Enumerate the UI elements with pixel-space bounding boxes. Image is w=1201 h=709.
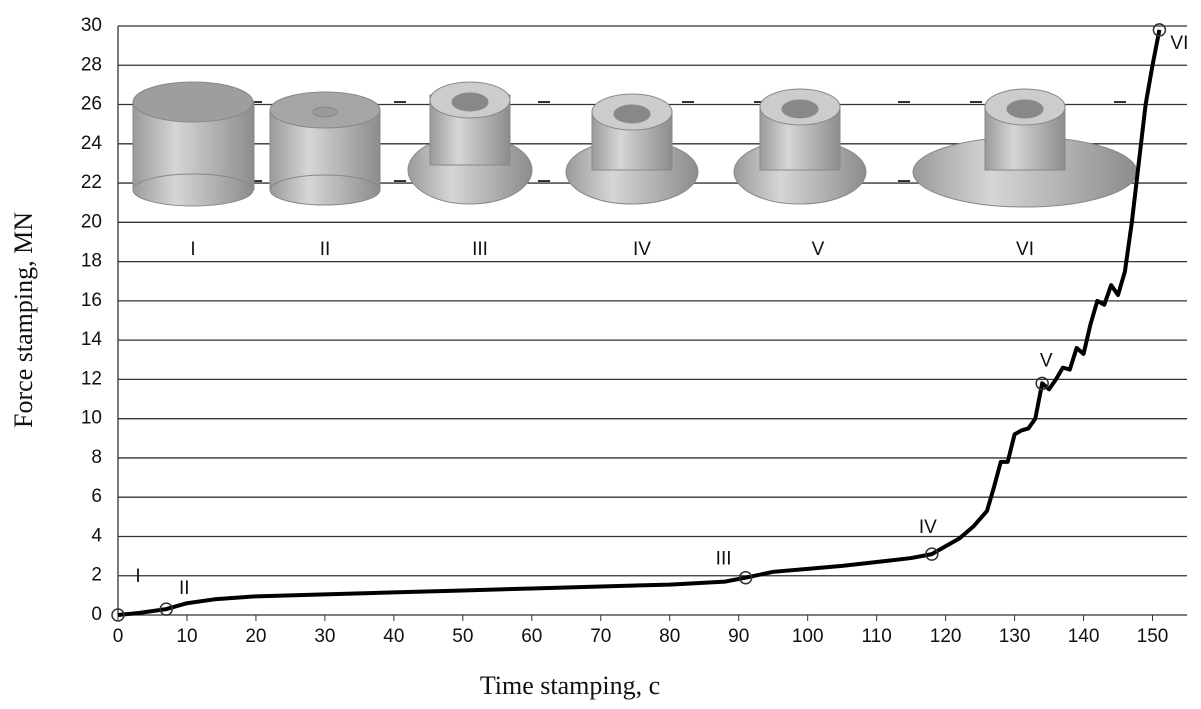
shape-label: I	[190, 239, 195, 260]
y-tick-label: 20	[81, 211, 102, 232]
x-tick-label: 130	[999, 626, 1031, 647]
y-tick-label: 30	[81, 15, 102, 36]
stage-marker	[925, 547, 939, 561]
y-tick-label: 2	[91, 565, 102, 586]
y-tick-label: 18	[81, 251, 102, 272]
stage-label: V	[1040, 350, 1053, 371]
shape-4	[565, 93, 699, 205]
y-tick-label: 10	[81, 408, 102, 429]
y-tick-label: 8	[91, 447, 102, 468]
y-axis-title: Force stamping, MN	[9, 212, 38, 428]
shape-2	[269, 91, 381, 206]
shape-label: III	[472, 239, 488, 260]
y-tick-label: 0	[91, 604, 102, 625]
x-tick-label: 10	[176, 626, 197, 647]
x-tick-label: 40	[383, 626, 404, 647]
data-line	[117, 29, 1162, 617]
x-tick-label: 140	[1068, 626, 1100, 647]
x-axis-title: Time stamping, c	[480, 671, 660, 700]
y-tick-label: 24	[81, 133, 103, 154]
y-tick-label: 22	[81, 172, 102, 193]
x-tick-label: 20	[245, 626, 266, 647]
x-tick-label: 80	[659, 626, 680, 647]
shape-label: V	[812, 239, 825, 260]
stage-label: II	[179, 578, 190, 599]
shape-3	[407, 81, 533, 205]
stage-label: IV	[919, 517, 937, 538]
shape-label: II	[320, 239, 331, 260]
x-tick-label: 70	[590, 626, 611, 647]
x-tick-label: 50	[452, 626, 473, 647]
x-tick-label: 120	[930, 626, 962, 647]
x-tick-label: 150	[1137, 626, 1169, 647]
shape-label: IV	[633, 239, 651, 260]
stage-marker	[111, 608, 125, 622]
stage-label: III	[716, 549, 732, 570]
x-tick-label: 110	[861, 626, 891, 647]
stage-marker	[738, 570, 753, 585]
y-tick-label: 6	[91, 486, 102, 507]
y-tick-label: 28	[81, 54, 102, 75]
x-tick-label: 60	[521, 626, 542, 647]
stage-marker	[1152, 23, 1167, 37]
y-tick-label: 26	[81, 94, 102, 115]
y-tick-label: 4	[91, 525, 102, 546]
shape-5	[733, 88, 867, 205]
stage-label: VI	[1170, 33, 1188, 54]
shape-6	[912, 88, 1138, 208]
x-tick-label: 30	[314, 626, 335, 647]
y-tick-label: 12	[81, 368, 102, 389]
stage-marker	[1035, 376, 1049, 391]
stage-label: I	[135, 566, 140, 587]
stage-marker	[159, 602, 174, 616]
shape-1	[132, 81, 255, 207]
x-tick-label: 0	[113, 626, 124, 647]
stage-shapes	[132, 81, 1138, 208]
y-tick-label: 14	[81, 329, 103, 350]
y-tick-label: 16	[81, 290, 102, 311]
dashes	[250, 101, 1160, 182]
shape-label: VI	[1016, 239, 1034, 260]
x-tick-label: 100	[792, 626, 824, 647]
x-tick-label: 90	[728, 626, 749, 647]
